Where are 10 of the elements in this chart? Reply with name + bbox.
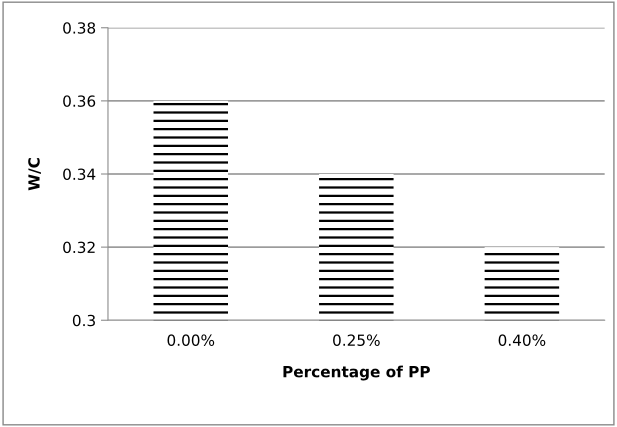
x-tick-label: 0.40% bbox=[498, 334, 546, 346]
x-tick-label: 0.25% bbox=[333, 334, 380, 346]
y-tick-label: 0.34 bbox=[63, 168, 96, 180]
y-tick-label: 0.36 bbox=[63, 95, 96, 107]
y-tick-label: 0.38 bbox=[63, 22, 96, 34]
y-axis-title: W/C bbox=[28, 158, 41, 190]
x-axis-title: Percentage of PP bbox=[283, 366, 430, 380]
x-tick-label: 0.00% bbox=[167, 334, 214, 346]
y-tick-label: 0.32 bbox=[63, 242, 95, 254]
y-tick-label: 0.3 bbox=[72, 314, 95, 326]
